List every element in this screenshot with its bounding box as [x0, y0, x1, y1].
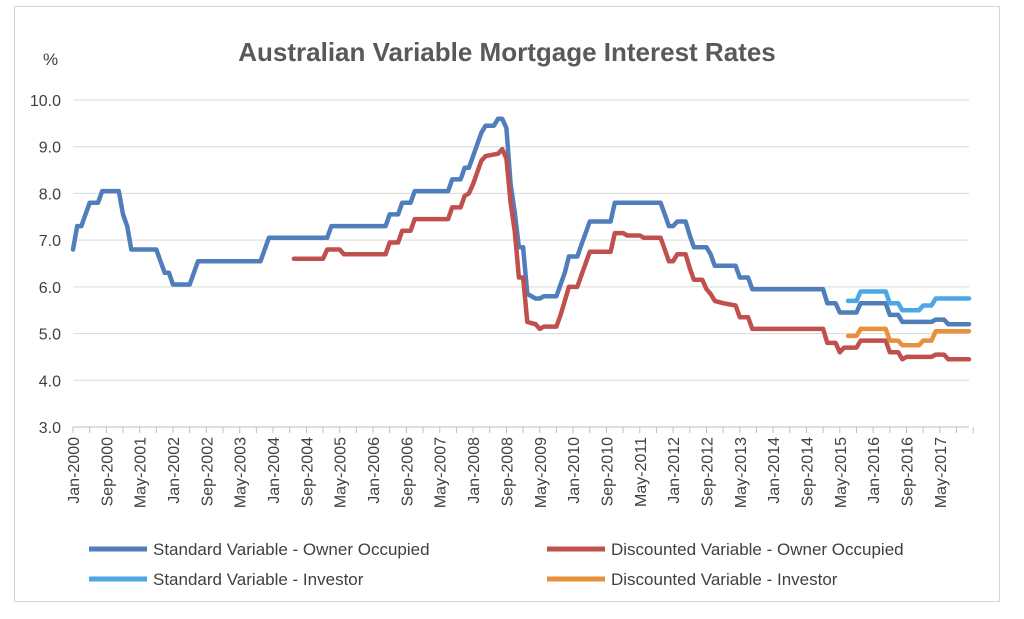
y-tick-label: 9.0: [39, 140, 61, 157]
x-tick-label: May-2001: [133, 437, 150, 508]
x-tick-label: Jan-2004: [266, 437, 283, 504]
legend-label: Discounted Variable - Investor: [611, 570, 838, 589]
x-tick-label: Sep-2004: [299, 437, 316, 506]
y-tick-label: 8.0: [39, 186, 61, 203]
y-tick-label: 7.0: [39, 233, 61, 250]
y-tick-label: 3.0: [39, 420, 61, 437]
x-tick-label: May-2015: [833, 437, 850, 508]
legend-label: Discounted Variable - Owner Occupied: [611, 540, 904, 559]
series-line: [70, 116, 972, 327]
gridlines: [73, 99, 969, 428]
y-tick-label: 6.0: [39, 280, 61, 297]
x-tick-label: Jan-2008: [466, 437, 483, 504]
x-tick-label: Sep-2002: [199, 437, 216, 506]
x-tick-label: Sep-2014: [799, 437, 816, 506]
x-tick-label: May-2017: [933, 437, 950, 508]
series-line: [845, 326, 972, 348]
x-tick-label: May-2005: [333, 437, 350, 508]
x-tick-label: Jan-2016: [866, 437, 883, 504]
x-tick-label: May-2011: [633, 437, 650, 507]
x-tick-label: Jan-2010: [566, 437, 583, 504]
x-tick-label: May-2003: [233, 437, 250, 508]
y-axis-ticks: 3.0 4.0 5.0 6.0 7.0 8.0 9.0 10.0: [30, 93, 61, 437]
x-tick-label: Sep-2010: [599, 437, 616, 506]
x-tick-label: Jan-2000: [66, 437, 83, 504]
y-axis-label: %: [43, 50, 58, 69]
y-tick-label: 10.0: [30, 93, 61, 110]
series-line: [291, 146, 972, 362]
legend-label: Standard Variable - Investor: [153, 570, 364, 589]
x-tick-label: Sep-2000: [99, 437, 116, 506]
legend: Standard Variable - Owner Occupied Discou…: [89, 540, 904, 589]
x-tick-label: Jan-2006: [366, 437, 383, 504]
x-axis: Jan-2000 Sep-2000 May-2001 Jan-2002 Sep-2002…: [66, 427, 974, 508]
x-tick-label: Jan-2014: [766, 437, 783, 504]
series-lines: [70, 116, 972, 362]
chart-title: Australian Variable Mortgage Interest Ra…: [238, 37, 776, 67]
x-tick-label: Sep-2008: [499, 437, 516, 506]
x-tick-label: May-2009: [533, 437, 550, 508]
x-tick-label: Sep-2016: [899, 437, 916, 506]
x-tick-label: Sep-2006: [399, 437, 416, 506]
chart-frame: Australian Variable Mortgage Interest Ra…: [14, 6, 1000, 602]
y-tick-label: 4.0: [39, 373, 61, 390]
x-tick-label: Sep-2012: [699, 437, 716, 506]
x-tick-label: May-2007: [433, 437, 450, 508]
x-tick-label: Jan-2002: [166, 437, 183, 504]
x-tick-label: May-2013: [733, 437, 750, 508]
line-chart: Australian Variable Mortgage Interest Ra…: [30, 37, 974, 589]
series-line: [845, 289, 972, 313]
x-tick-label: Jan-2012: [666, 437, 683, 504]
legend-label: Standard Variable - Owner Occupied: [153, 540, 430, 559]
y-tick-label: 5.0: [39, 327, 61, 344]
